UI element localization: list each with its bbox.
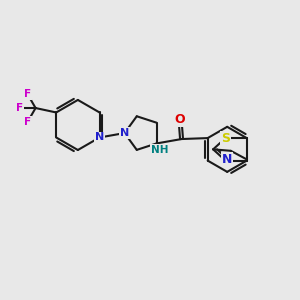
Text: N: N	[95, 133, 104, 142]
Text: S: S	[221, 132, 230, 145]
Text: N: N	[222, 153, 232, 166]
Text: F: F	[16, 103, 23, 113]
Text: F: F	[24, 89, 31, 99]
Text: O: O	[175, 113, 185, 126]
Text: N: N	[120, 128, 129, 138]
Text: F: F	[24, 117, 31, 127]
Text: NH: NH	[151, 145, 169, 155]
